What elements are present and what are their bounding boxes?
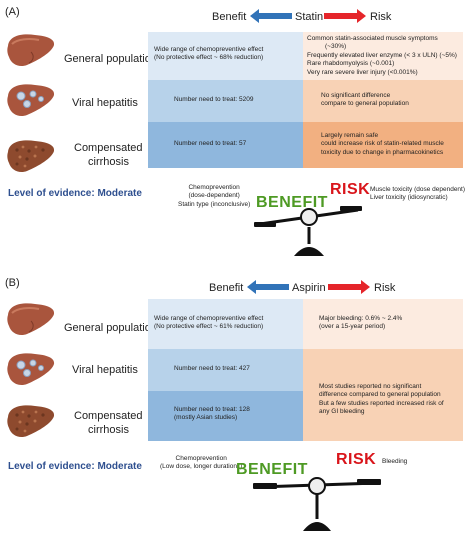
benefit-heading: BENEFIT — [236, 461, 308, 478]
liver-hepatitis-icon — [7, 353, 55, 386]
row-label-viral: Viral hepatitis — [72, 97, 138, 109]
header-drug: Aspirin — [292, 282, 326, 294]
panel-a: (A) Benefit Statin Risk General populati… — [5, 6, 466, 256]
risk-arrow-icon — [328, 280, 370, 294]
row-label-cirrhosis: Compensated cirrhosis — [74, 410, 143, 437]
evidence-level: Level of evidence: Moderate — [8, 188, 142, 199]
liver-cirrhosis-icon — [7, 140, 55, 173]
header-benefit: Benefit — [212, 11, 247, 23]
panel-label: (B) — [5, 277, 20, 289]
benefit-cell-general: Wide range of chemopreventive effect (No… — [148, 299, 303, 349]
benefit-heading: BENEFIT — [256, 194, 328, 211]
risk-heading: RISK — [330, 181, 371, 198]
evidence-level: Level of evidence: Moderate — [8, 461, 142, 472]
risk-note: Bleeding — [382, 458, 408, 465]
risk-note: Muscle toxicity (dose dependent) Liver t… — [370, 186, 466, 202]
benefit-cell-viral: Number need to treat: 5209 — [148, 80, 303, 122]
header-drug: Statin — [295, 11, 324, 23]
benefit-cell-viral: Number need to treat: 427 — [148, 349, 303, 391]
risk-cell-merged: Most studies reported no significant dif… — [303, 349, 463, 441]
risk-cell-general: Common statin-associated muscle symptoms… — [303, 32, 463, 80]
balance-scale-icon — [253, 477, 381, 531]
benefit-cell-cirrhosis: Number need to treat: 57 — [148, 122, 303, 168]
panel-label: (A) — [5, 6, 20, 18]
liver-hepatitis-icon — [7, 84, 55, 117]
benefit-cell-cirrhosis: Number need to treat: 128 (mostly Asian … — [148, 391, 303, 441]
benefit-note: Chemoprevention (Low dose, longer durati… — [160, 455, 243, 471]
row-label-general: General population — [64, 322, 157, 334]
row-label-viral: Viral hepatitis — [72, 364, 138, 376]
liver-cirrhosis-icon — [7, 405, 55, 438]
risk-heading: RISK — [336, 451, 377, 468]
panel-b: (B) Benefit Aspirin Risk General populat… — [0, 271, 474, 542]
risk-cell-cirrhosis: Largely remain safe could increase risk … — [303, 122, 463, 168]
header-benefit: Benefit — [209, 282, 244, 294]
benefit-cell-general: Wide range of chemopreventive effect (No… — [148, 32, 303, 80]
header-risk: Risk — [370, 11, 392, 23]
risk-cell-viral: No significant difference compare to gen… — [303, 80, 463, 122]
balance-scale-icon — [254, 206, 362, 256]
benefit-arrow-icon — [250, 9, 292, 23]
risk-cell-general: Major bleeding: 0.6% ~ 2.4% (over a 15-y… — [303, 299, 463, 349]
liver-normal-icon — [7, 303, 55, 336]
row-label-general: General population — [64, 53, 157, 65]
risk-arrow-icon — [324, 9, 366, 23]
row-label-cirrhosis: Compensated cirrhosis — [74, 142, 143, 169]
benefit-arrow-icon — [247, 280, 289, 294]
header-risk: Risk — [374, 282, 396, 294]
liver-normal-icon — [7, 34, 55, 67]
benefit-note: Chemoprevention (dose-dependent) Statin … — [178, 184, 251, 208]
